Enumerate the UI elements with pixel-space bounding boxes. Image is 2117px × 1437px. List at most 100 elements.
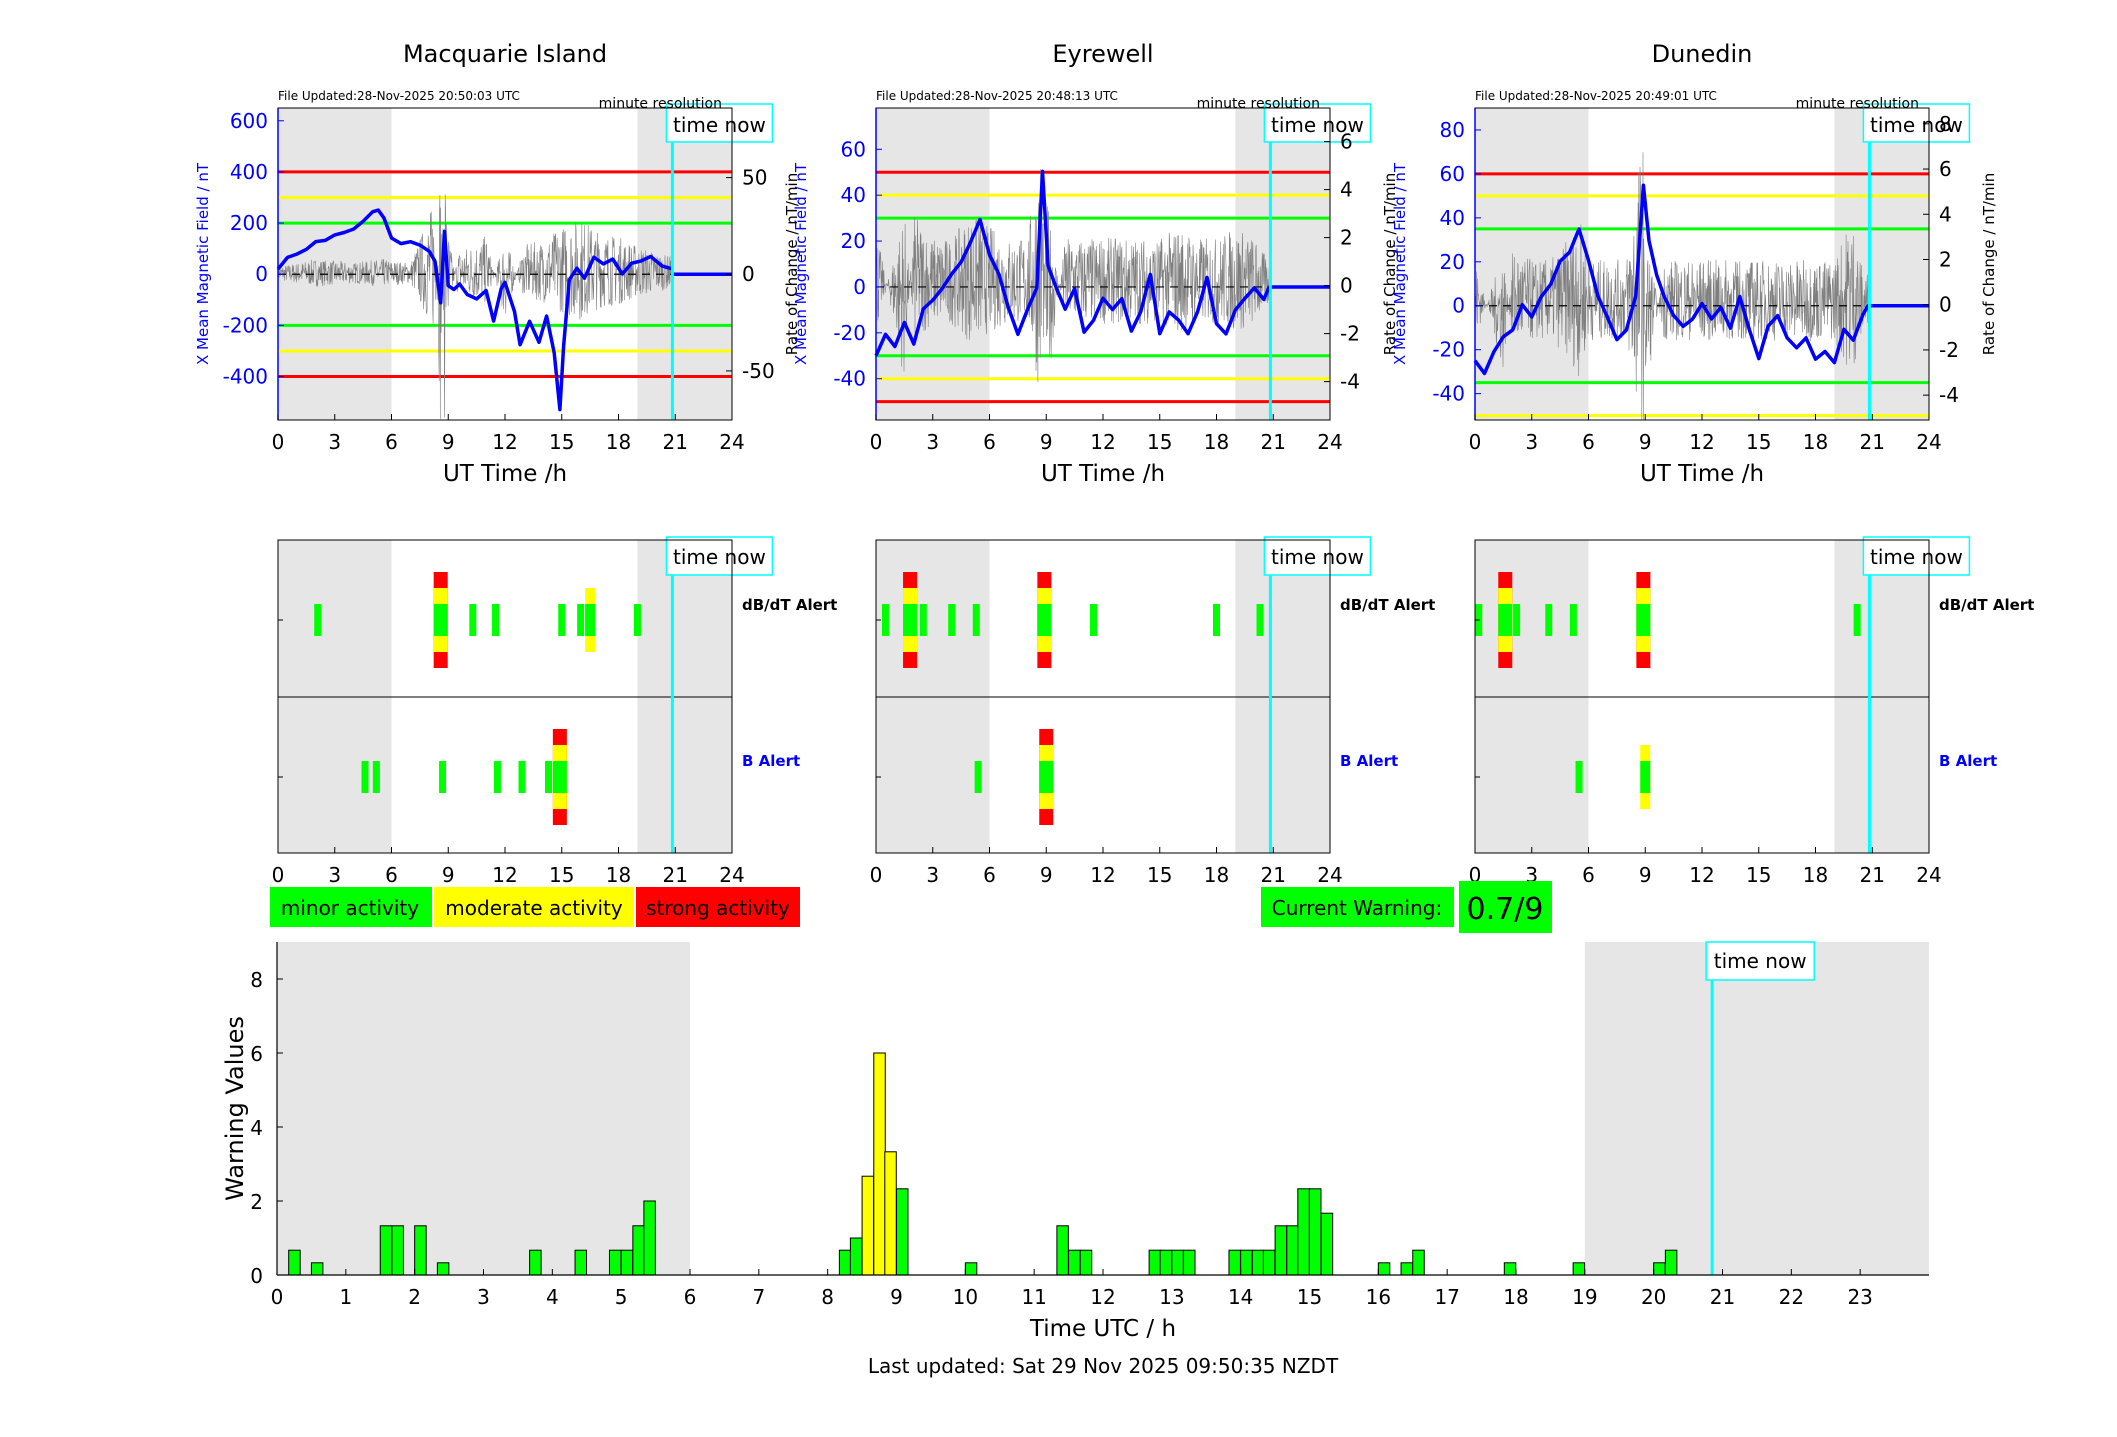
- b-alert-label: B Alert: [742, 752, 800, 770]
- warning-bar: [873, 1052, 886, 1276]
- night-shade: [277, 942, 690, 1275]
- dbdt-alert-minor: [469, 604, 477, 636]
- dbdt-alert-minor: [1853, 604, 1861, 636]
- dbdt-alert-minor: [492, 604, 500, 636]
- time-now-label: time now: [1870, 545, 1963, 569]
- station-title: Macquarie Island: [403, 40, 607, 68]
- warning-bar: [620, 1249, 634, 1276]
- y-tick-label: 6: [250, 1042, 263, 1066]
- dbdt-alert-minor: [1513, 604, 1521, 636]
- warning-bar: [1320, 1212, 1334, 1276]
- y-tick-label: 40: [1440, 206, 1465, 230]
- dbdt-alert-minor: [1213, 604, 1220, 636]
- time-now-box: [1862, 536, 1971, 576]
- time-now-label: time now: [1271, 113, 1364, 137]
- warning-bar: [632, 1225, 645, 1276]
- dbdt-alert-minor: [558, 604, 566, 636]
- y-tick-label: 40: [841, 183, 866, 207]
- b-alert-minor: [361, 761, 369, 793]
- dbdt-alert-minor: [1256, 604, 1264, 636]
- x-tick-label: 24: [1916, 863, 1941, 887]
- dbdt-alert-minor: [577, 604, 585, 636]
- dbdt-alert-minor: [881, 604, 889, 636]
- x-axis-label: UT Time /h: [1041, 461, 1165, 487]
- y-tick-label: -200: [223, 313, 268, 337]
- station-title: Dunedin: [1652, 40, 1753, 68]
- y-tick-label: 0: [1452, 294, 1465, 318]
- b-alert-label: B Alert: [1939, 752, 1997, 770]
- x-tick-label: 11: [1021, 1285, 1046, 1309]
- legend-minor-label: minor activity: [281, 896, 419, 920]
- warning-bar: [1653, 1262, 1666, 1276]
- y-tick-label: -40: [833, 367, 866, 391]
- warning-bar: [1228, 1249, 1241, 1276]
- rate-of-change-trace: [277, 194, 672, 419]
- warning-bar: [1503, 1262, 1517, 1276]
- night-shade: [1834, 108, 1929, 420]
- warning-bar: [861, 1175, 875, 1276]
- x-tick-label: 6: [983, 863, 996, 887]
- x-tick-label: 24: [719, 430, 744, 454]
- right-axis-label: Rate of Change / nT/min: [783, 173, 801, 355]
- x-tick-label: 6: [1582, 430, 1595, 454]
- rate-of-change-trace: [875, 169, 1270, 382]
- file-updated: File Updated:28-Nov-2025 20:50:03 UTC: [278, 89, 520, 103]
- x-tick-label: 6: [385, 863, 398, 887]
- b-alert-minor: [974, 761, 982, 793]
- dbdt-alert-minor: [903, 604, 918, 636]
- left-axis-label: X Mean Magnetic Field / nT: [792, 162, 810, 365]
- current-warning-value-box: [1459, 881, 1552, 933]
- dbdt-alert-label: dB/dT Alert: [742, 596, 837, 614]
- x-tick-label: 24: [1317, 430, 1342, 454]
- legend-strong: [636, 887, 800, 927]
- x-tick-label: 12: [1689, 863, 1714, 887]
- x-tick-label: 0: [272, 430, 285, 454]
- legend-moderate: [434, 887, 634, 927]
- dbdt-alert-minor: [1037, 604, 1052, 636]
- b-alert-label: B Alert: [1340, 752, 1398, 770]
- x-tick-label: 0: [271, 1285, 284, 1309]
- x-tick-label: 0: [272, 863, 285, 887]
- r-tick-label: -50: [742, 359, 775, 383]
- warning-bar: [1159, 1249, 1173, 1276]
- warning-bar: [529, 1249, 542, 1276]
- dbdt-alert-minor: [633, 604, 641, 636]
- warning-bar: [288, 1249, 301, 1276]
- x-tick-label: 12: [1090, 863, 1115, 887]
- time-now-box: [1862, 103, 1971, 143]
- dbdt-alert-minor: [1569, 604, 1577, 636]
- x-tick-label: 3: [1525, 430, 1538, 454]
- x-tick-label: 15: [549, 863, 574, 887]
- warning-bar: [849, 1237, 863, 1276]
- legend-moderate-label: moderate activity: [445, 896, 623, 920]
- x-tick-label: 15: [1297, 1285, 1322, 1309]
- x-tick-label: 21: [1860, 863, 1885, 887]
- mean-field-line: [276, 208, 672, 412]
- warning-bar: [1274, 1225, 1288, 1276]
- warning-bar: [1664, 1249, 1678, 1276]
- x-tick-label: 18: [1503, 1285, 1528, 1309]
- x-tick-label: 19: [1572, 1285, 1597, 1309]
- warning-bar: [379, 1225, 393, 1276]
- warning-bar: [1251, 1249, 1265, 1276]
- x-tick-label: 1: [339, 1285, 352, 1309]
- warning-bar: [1068, 1249, 1081, 1276]
- night-shade: [278, 108, 392, 420]
- warning-bar: [1171, 1249, 1184, 1276]
- warning-bar: [1183, 1249, 1196, 1276]
- time-now-label: time now: [673, 113, 766, 137]
- r-tick-label: 0: [742, 262, 755, 286]
- x-tick-label: 15: [1746, 430, 1771, 454]
- x-tick-label: 17: [1434, 1285, 1459, 1309]
- b-alert-minor: [1575, 761, 1583, 793]
- warning-bar: [643, 1200, 656, 1276]
- x-tick-label: 9: [442, 863, 455, 887]
- x-tick-label: 15: [1147, 430, 1172, 454]
- x-tick-label: 21: [663, 863, 688, 887]
- time-now-label: time now: [1271, 545, 1364, 569]
- y-tick-label: -400: [223, 365, 268, 389]
- x-tick-label: 15: [1746, 863, 1771, 887]
- x-tick-label: 21: [663, 430, 688, 454]
- time-now-box: [665, 536, 774, 576]
- x-tick-label: 6: [983, 430, 996, 454]
